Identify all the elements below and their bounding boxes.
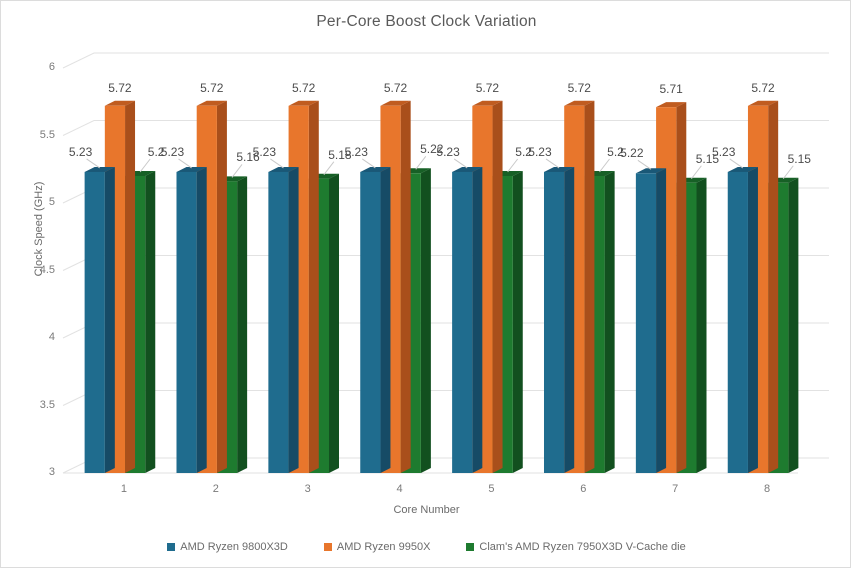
bar-value-label: 5.2 bbox=[147, 145, 165, 159]
legend-entry[interactable]: Clam's AMD Ryzen 7950X3D V-Cache die bbox=[466, 541, 686, 553]
bar-value-label: 5.72 bbox=[108, 80, 132, 95]
y-tick-label: 3.5 bbox=[39, 398, 55, 411]
y-tick-label: 5 bbox=[48, 196, 55, 208]
bar-value-label: 5.23 bbox=[436, 144, 460, 159]
bar-value-label: 5.72 bbox=[475, 80, 500, 95]
bar-3d bbox=[543, 166, 575, 473]
bar-value-label: 5.23 bbox=[344, 144, 368, 159]
x-tick-label: 3 bbox=[304, 483, 311, 495]
bar-value-label: 5.15 bbox=[787, 151, 811, 166]
x-tick-label: 4 bbox=[396, 483, 403, 495]
legend-swatch-icon bbox=[167, 543, 176, 551]
bar-value-label: 5.18 bbox=[328, 147, 352, 162]
bar-value-label: 5.22 bbox=[420, 142, 444, 157]
y-axis-title: Clock Speed (GHz) bbox=[33, 181, 45, 277]
bar-3d bbox=[360, 166, 391, 473]
bar-3d bbox=[84, 166, 115, 473]
bar-value-label: 5.23 bbox=[712, 144, 736, 159]
y-tick-label: 4.5 bbox=[39, 263, 55, 276]
x-tick-label: 1 bbox=[120, 483, 127, 495]
bar-value-label: 5.23 bbox=[160, 144, 185, 159]
y-tick-label: 3 bbox=[48, 466, 55, 478]
bar-value-label: 5.23 bbox=[68, 144, 93, 159]
bar-value-label: 5.71 bbox=[659, 82, 683, 97]
x-tick-label: 5 bbox=[488, 483, 495, 495]
bar-3d bbox=[176, 166, 207, 473]
legend-swatch-icon bbox=[466, 543, 475, 551]
bar-value-label: 5.72 bbox=[383, 80, 408, 95]
bar-3d bbox=[727, 166, 758, 473]
bar-value-label: 5.72 bbox=[292, 80, 316, 95]
bar-value-label: 5.23 bbox=[252, 144, 277, 159]
chart-legend: AMD Ryzen 9800X3D AMD Ryzen 9950X Clam's A… bbox=[1, 541, 850, 553]
legend-label: Clam's AMD Ryzen 7950X3D V-Cache die bbox=[479, 541, 686, 553]
legend-entry[interactable]: AMD Ryzen 9800X3D bbox=[167, 541, 288, 553]
legend-label: AMD Ryzen 9950X bbox=[336, 541, 431, 553]
bar-3d bbox=[635, 168, 667, 474]
bar-layer bbox=[84, 100, 799, 474]
x-tick-label: 7 bbox=[672, 483, 679, 495]
y-tick-label: 5.5 bbox=[39, 128, 55, 141]
bar-value-label: 5.2 bbox=[607, 145, 624, 159]
bar-3d bbox=[268, 166, 299, 473]
bar-value-label: 5.16 bbox=[236, 150, 260, 165]
bar-value-label: 5.72 bbox=[200, 80, 224, 95]
x-tick-label: 6 bbox=[580, 483, 587, 495]
bar-value-label: 5.22 bbox=[620, 146, 644, 161]
bar-value-label: 5.72 bbox=[567, 80, 591, 95]
bar-value-label: 5.23 bbox=[528, 144, 552, 159]
leader-line-layer bbox=[86, 155, 794, 180]
legend-label: AMD Ryzen 9800X3D bbox=[180, 541, 288, 553]
bar-3d bbox=[452, 166, 483, 473]
x-tick-label: 8 bbox=[764, 483, 771, 495]
legend-swatch-icon bbox=[323, 543, 332, 551]
bar-value-label: 5.15 bbox=[695, 151, 720, 166]
y-tick-label: 4 bbox=[48, 331, 55, 343]
bar-value-label: 5.2 bbox=[515, 145, 532, 159]
y-tick-label: 6 bbox=[48, 61, 55, 73]
chart-title: Per-Core Boost Clock Variation bbox=[316, 13, 537, 30]
bar-value-label: 5.72 bbox=[751, 80, 775, 95]
x-axis-title: Core Number bbox=[393, 504, 460, 516]
legend-entry[interactable]: AMD Ryzen 9950X bbox=[323, 541, 431, 553]
x-tick-label: 2 bbox=[212, 483, 219, 495]
